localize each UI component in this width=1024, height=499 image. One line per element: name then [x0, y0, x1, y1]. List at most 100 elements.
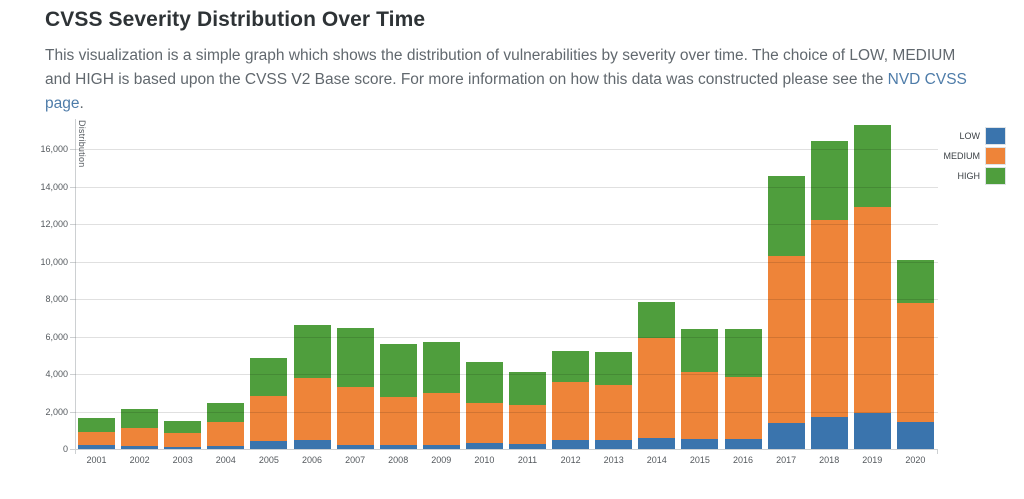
legend-label: LOW [959, 130, 980, 141]
bar-2001-high[interactable] [78, 418, 116, 433]
gridline [75, 261, 938, 263]
bar-2014-low[interactable] [638, 437, 676, 449]
bar-2001-medium[interactable] [78, 432, 116, 446]
bar-2008-low[interactable] [379, 445, 417, 449]
legend-item-high: HIGH [922, 166, 1006, 185]
bar-2007-low[interactable] [336, 444, 374, 449]
gridline [75, 186, 938, 188]
x-tick-label-2013: 2013 [603, 455, 624, 465]
bar-2011-medium[interactable] [509, 404, 547, 445]
bar-2002-high[interactable] [121, 408, 159, 428]
bar-2008-medium[interactable] [379, 397, 417, 446]
nvd-cvss-page-link[interactable]: NVD CVSS page [45, 71, 967, 112]
x-tick-label-2016: 2016 [732, 455, 754, 465]
y-tick-label: 6,000 [45, 331, 68, 342]
x-tick-label-2008: 2008 [388, 455, 409, 465]
bar-2009-high[interactable] [422, 341, 460, 394]
x-axis-line [75, 449, 938, 450]
bar-2004-medium[interactable] [207, 421, 245, 446]
bar-2004-low[interactable] [207, 445, 245, 449]
y-tick-label: 10,000 [40, 256, 68, 267]
bar-2016-medium[interactable] [724, 376, 762, 439]
legend-item-low: LOW [922, 126, 1006, 145]
legend-swatch-low [985, 126, 1006, 145]
y-axis-tick [70, 299, 75, 300]
legend-swatch-high [985, 166, 1006, 185]
bar-2017-medium[interactable] [767, 256, 805, 423]
bar-2010-low[interactable] [465, 443, 503, 449]
bar-2016-low[interactable] [724, 438, 762, 449]
bar-2007-medium[interactable] [336, 387, 374, 445]
bar-2017-high[interactable] [767, 175, 805, 257]
bar-2016-high[interactable] [724, 329, 762, 377]
bar-2012-medium[interactable] [552, 382, 590, 441]
y-tick-label: 12,000 [40, 219, 68, 229]
bar-2003-medium[interactable] [164, 433, 202, 448]
bar-2018-medium[interactable] [810, 220, 848, 417]
bar-2002-medium[interactable] [121, 428, 159, 447]
x-axis-end-tick [937, 449, 938, 454]
bar-2011-high[interactable] [509, 371, 547, 405]
bar-2009-low[interactable] [422, 445, 460, 449]
bar-2011-low[interactable] [509, 444, 547, 449]
legend-swatch-medium [985, 146, 1006, 165]
bar-2006-medium[interactable] [293, 378, 331, 440]
y-axis-tick [70, 261, 75, 263]
x-tick-label-2014: 2014 [646, 455, 667, 465]
x-tick-label-2012: 2012 [560, 455, 581, 465]
bar-2010-high[interactable] [465, 361, 503, 403]
y-axis-tick [70, 186, 75, 188]
y-axis-tick [70, 224, 75, 225]
x-tick-label-2019: 2019 [862, 455, 883, 465]
bar-2012-low[interactable] [552, 440, 590, 449]
bar-2018-low[interactable] [810, 416, 848, 449]
bar-2005-medium[interactable] [250, 395, 288, 441]
bar-2014-high[interactable] [638, 301, 676, 339]
bar-2012-high[interactable] [552, 350, 590, 383]
x-tick-label-2009: 2009 [431, 455, 452, 465]
x-axis-end-tick [75, 449, 76, 454]
bar-2020-medium[interactable] [896, 303, 934, 423]
x-tick-label-2004: 2004 [215, 455, 236, 465]
bar-2010-medium[interactable] [465, 402, 503, 444]
x-tick-label-2020: 2020 [905, 455, 926, 465]
severity-distribution-chart: LOW MEDIUM HIGH 0 2,000 4,000 6,000 8,000 10,00… [30, 115, 1020, 485]
bar-2018-high[interactable] [810, 140, 848, 221]
bar-2014-medium[interactable] [638, 338, 676, 438]
legend-label: MEDIUM [943, 150, 981, 161]
page-description: This visualization is a simple graph whi… [45, 44, 970, 116]
bar-2015-medium[interactable] [681, 372, 719, 440]
bar-2008-high[interactable] [379, 343, 417, 398]
bar-2020-low[interactable] [896, 422, 934, 449]
bar-2005-low[interactable] [250, 440, 288, 449]
bar-2015-high[interactable] [681, 328, 719, 373]
y-tick-label: 16,000 [40, 144, 68, 154]
bar-2007-high[interactable] [336, 328, 374, 388]
bar-2013-medium[interactable] [595, 385, 633, 441]
bar-2006-high[interactable] [293, 325, 331, 379]
bar-2019-medium[interactable] [853, 207, 891, 413]
x-tick-label-2018: 2018 [819, 455, 840, 465]
bar-2019-low[interactable] [853, 412, 891, 449]
y-axis-tick [70, 411, 75, 413]
y-axis-tick [70, 149, 75, 150]
bar-2004-high[interactable] [207, 403, 245, 422]
x-tick-label-2001: 2001 [86, 455, 107, 465]
bar-2017-low[interactable] [767, 422, 805, 449]
bar-2013-high[interactable] [595, 352, 633, 386]
gridline [75, 411, 938, 413]
legend-item-medium: MEDIUM [922, 146, 1006, 165]
legend-label: HIGH [957, 170, 981, 181]
bar-2015-low[interactable] [681, 439, 719, 449]
bar-2013-low[interactable] [595, 440, 633, 449]
bar-2006-low[interactable] [293, 440, 331, 449]
bar-2003-low[interactable] [164, 447, 202, 449]
bar-2003-high[interactable] [164, 420, 202, 434]
bar-2002-low[interactable] [121, 446, 159, 449]
bar-2009-medium[interactable] [422, 393, 460, 446]
bar-2020-high[interactable] [896, 260, 934, 304]
bar-2019-high[interactable] [853, 124, 891, 208]
bar-2001-low[interactable] [78, 445, 116, 449]
bar-2005-high[interactable] [250, 358, 288, 396]
